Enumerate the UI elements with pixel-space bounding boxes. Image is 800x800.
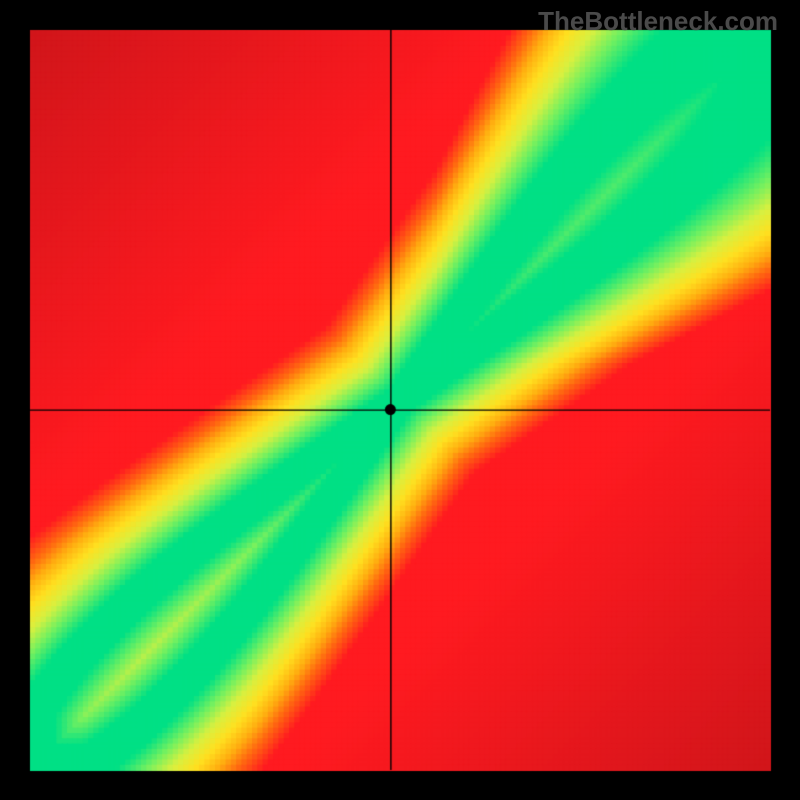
watermark-text: TheBottleneck.com [538,6,778,37]
bottleneck-heatmap [0,0,800,800]
chart-container: TheBottleneck.com [0,0,800,800]
